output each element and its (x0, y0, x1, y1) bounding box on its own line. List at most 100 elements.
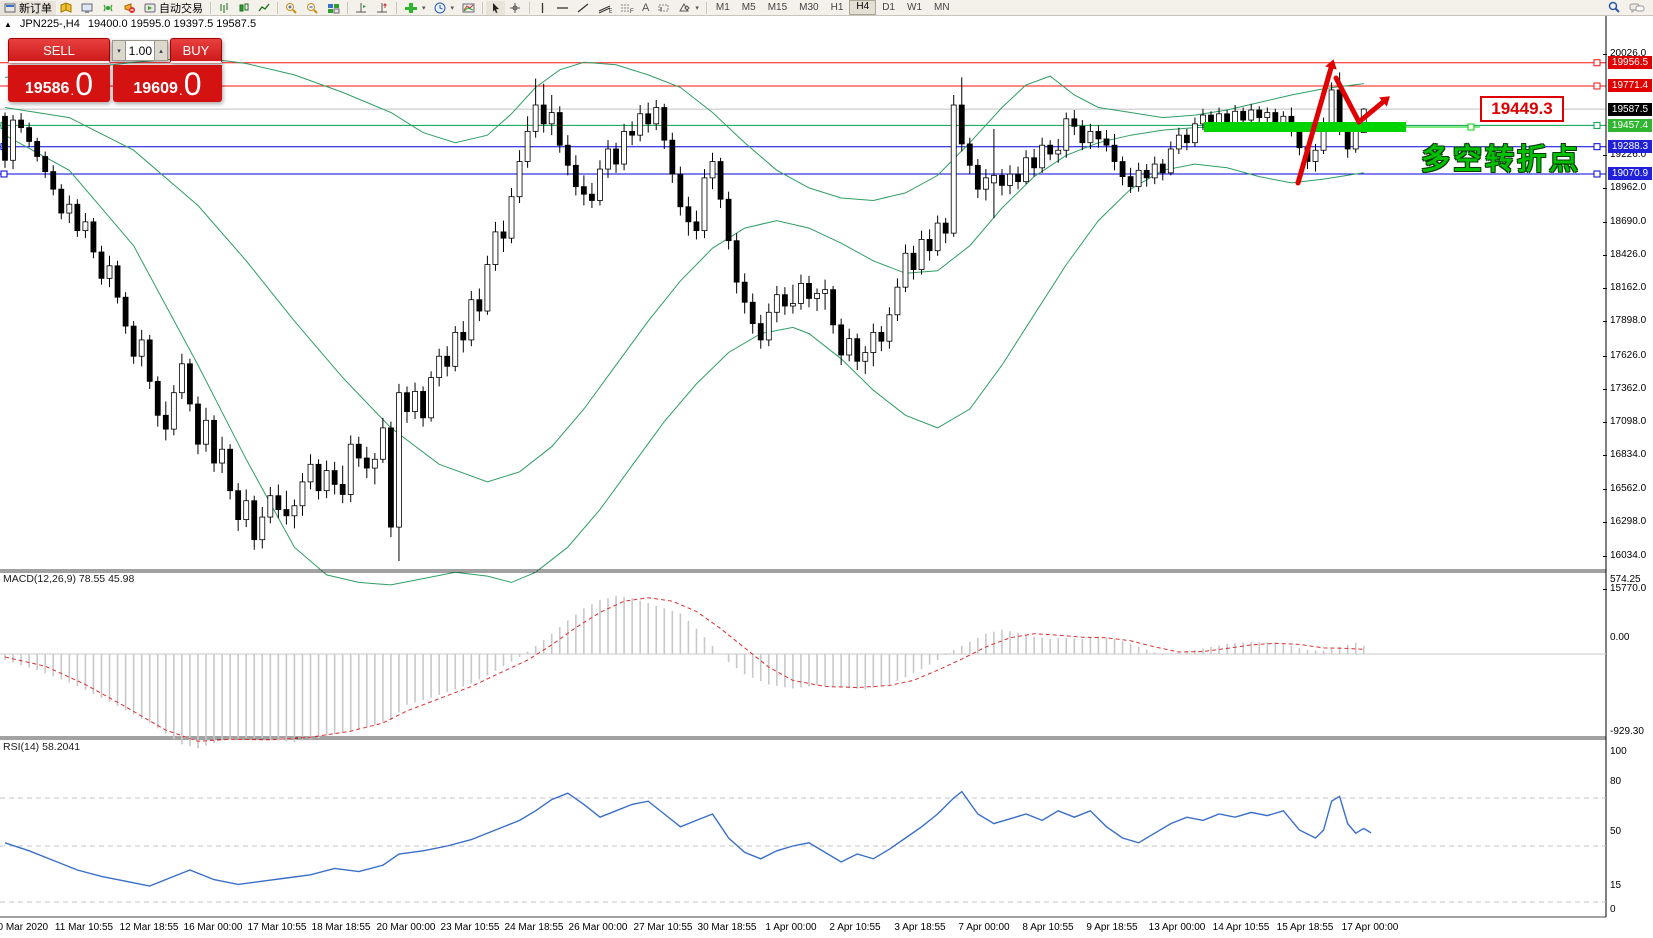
bollinger-layer (4, 56, 1364, 586)
sell-button[interactable]: SELL (8, 38, 110, 63)
volume-decrease-button[interactable]: ▾ (112, 40, 126, 61)
text-tool-icon[interactable]: A (642, 1, 650, 14)
sell-price[interactable]: 19586 . 0 (8, 65, 110, 102)
add-indicator-icon[interactable]: ▾ (400, 1, 430, 15)
tab-timeframe-h4[interactable]: H4 (849, 0, 877, 15)
chat-icon[interactable] (1625, 1, 1649, 15)
chart-window[interactable]: ▲ JPN225-,H4 19400.0 19595.0 19397.5 195… (0, 16, 1653, 938)
axis-tick: 16562.0 (1610, 483, 1647, 495)
tab-timeframe-m5[interactable]: M5 (741, 2, 756, 13)
tab-timeframe-d1[interactable]: D1 (882, 2, 895, 13)
text-label-tool-icon[interactable] (653, 1, 674, 15)
tab-timeframe-w1[interactable]: W1 (907, 2, 922, 13)
trendline-tool-icon[interactable] (573, 1, 594, 15)
book-icon[interactable] (56, 1, 77, 15)
bar-chart-icon[interactable] (214, 1, 234, 15)
signal-icon[interactable] (98, 1, 119, 15)
chinese-annotation: 多空转折点 (1421, 144, 1582, 176)
chart-ohlc-values: 19400.0 19595.0 19397.5 19587.5 (87, 18, 257, 30)
main-toolbar: 新订单 自动交易 ▾ ▾ (0, 0, 1653, 16)
time-axis-label: 11 Mar 10:55 (54, 922, 114, 933)
axis-tick-mark (1603, 388, 1607, 390)
support-price-callout: 19449.3 (1480, 96, 1564, 122)
new-order-button[interactable]: 新订单 (0, 0, 56, 15)
fibonacci-tool-icon[interactable]: F (616, 1, 638, 15)
support-price-value: 19449.3 (1491, 99, 1553, 118)
vertical-line-tool-icon[interactable] (533, 1, 552, 15)
axis-tick-mark (1603, 522, 1607, 524)
candlestick-chart-icon[interactable] (234, 1, 254, 15)
market-watch-icon[interactable] (77, 1, 98, 15)
toolbar-separator (277, 1, 278, 14)
price-chart-canvas[interactable] (0, 16, 1653, 938)
levels-layer (0, 59, 1606, 178)
macd-layer (0, 595, 1606, 749)
auto-scroll-icon[interactable] (351, 1, 372, 15)
rsi-layer (0, 790, 1606, 903)
tab-timeframe-h1[interactable]: H1 (830, 2, 844, 13)
axis-label: 19771.4 (1608, 79, 1652, 93)
time-axis[interactable]: 10 Mar 2020 11 Mar 10:55 12 Mar 18:55 16 Ma… (0, 917, 1606, 938)
tab-timeframe-m30[interactable]: M30 (799, 2, 819, 13)
shapes-tool-icon[interactable]: ▾ (674, 1, 703, 15)
dropdown-caret-icon: ▾ (422, 4, 426, 12)
buy-button[interactable]: BUY (170, 38, 222, 63)
chart-symbol-period: JPN225-,H4 (19, 18, 80, 30)
axis-tick-mark (1603, 154, 1607, 156)
crosshair-icon[interactable] (505, 1, 526, 15)
axis-tick-mark (1603, 54, 1607, 55)
periods-clock-icon[interactable]: ▾ (430, 1, 459, 15)
time-axis-label: 26 Mar 00:00 (568, 922, 628, 933)
dropdown-caret-icon: ▾ (695, 4, 699, 12)
zoom-out-icon[interactable] (302, 1, 323, 15)
chart-title: ▲ JPN225-,H4 19400.0 19595.0 19397.5 195… (4, 18, 256, 30)
axis-tick: 17898.0 (1610, 315, 1647, 327)
axis-tick: 19226.0 (1610, 148, 1647, 160)
dropdown-caret-icon: ▾ (450, 4, 455, 12)
time-axis-label: 17 Mar 10:55 (247, 922, 307, 933)
toolbar-separator (482, 1, 484, 14)
axis-tick-mark (1603, 588, 1607, 590)
sell-button-label: SELL (43, 42, 75, 58)
axis-tick: 20026.0 (1610, 48, 1647, 59)
toolbar-separator (210, 1, 211, 14)
horizontal-line-tool-icon[interactable] (552, 1, 573, 15)
template-icon[interactable] (458, 1, 479, 15)
tab-timeframe-mn[interactable]: MN (934, 2, 950, 13)
price-axis[interactable]: 20026.0 19226.0 18962.0 18690.0 18426.0 18162… (1603, 16, 1653, 938)
buy-price[interactable]: 19609 . 0 (113, 65, 222, 102)
axis-tick: 17098.0 (1610, 415, 1647, 427)
autotrading-button[interactable]: 自动交易 (140, 1, 207, 15)
sell-price-dot: . (70, 82, 75, 98)
cursor-icon[interactable] (486, 0, 506, 15)
rsi-value: 58.2041 (42, 741, 81, 753)
macd-label: MACD(12,26,9) 78.55 45.98 (3, 573, 134, 585)
sell-price-int: 19586 (24, 80, 70, 97)
svg-text:F: F (630, 9, 634, 14)
time-axis-label: 2 Apr 10:55 (829, 922, 881, 933)
tab-timeframe-m1[interactable]: M1 (715, 2, 730, 13)
axis-tick: 50 (1610, 826, 1622, 837)
axis-tick: 18962.0 (1610, 181, 1647, 193)
search-icon[interactable] (1603, 1, 1625, 15)
zoom-in-icon[interactable] (281, 1, 302, 15)
volume-increase-button[interactable]: ▴ (154, 40, 168, 61)
equidistant-channel-tool-icon[interactable]: E (594, 1, 616, 15)
axis-tick: 18690.0 (1610, 215, 1647, 227)
time-axis-label: 23 Mar 10:55 (440, 922, 500, 933)
time-axis-label: 9 Apr 18:55 (1086, 922, 1138, 933)
tab-timeframe-m15[interactable]: M15 (767, 2, 788, 13)
time-axis-label: 7 Apr 00:00 (958, 922, 1010, 933)
axis-tick-mark (1603, 288, 1607, 290)
toolbar-separator (529, 1, 531, 14)
tile-windows-icon[interactable] (323, 1, 344, 15)
line-chart-icon[interactable] (254, 1, 274, 15)
news-icon[interactable] (119, 1, 140, 15)
time-axis-label: 10 Mar 2020 (0, 922, 49, 933)
axis-tick: 18162.0 (1610, 282, 1647, 294)
buy-price-int: 19609 (133, 80, 178, 97)
volume-input[interactable] (126, 40, 154, 61)
collapse-icon[interactable]: ▲ (4, 19, 12, 29)
axis-tick-mark (1603, 555, 1607, 557)
chart-shift-icon[interactable] (372, 1, 393, 15)
